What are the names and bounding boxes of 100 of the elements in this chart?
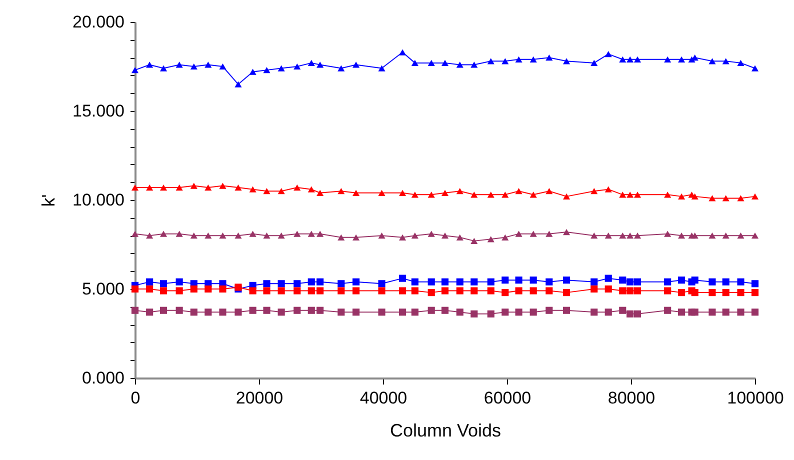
x-tick-label: 60000 — [484, 388, 532, 408]
point — [691, 193, 698, 200]
point — [234, 308, 242, 316]
point — [249, 306, 256, 314]
point — [619, 306, 626, 314]
point — [378, 287, 386, 294]
point — [487, 287, 494, 294]
point — [411, 308, 418, 316]
point — [146, 285, 154, 293]
point — [678, 232, 686, 239]
point — [131, 306, 139, 314]
y-tick-label: 15.000 — [72, 102, 124, 120]
y-tick-label: 20.000 — [72, 12, 124, 32]
point — [352, 287, 360, 294]
point — [691, 289, 698, 296]
point — [278, 188, 285, 194]
point — [708, 58, 716, 64]
point — [619, 232, 626, 239]
y-tick-label: 5.000 — [82, 280, 124, 298]
point — [487, 310, 494, 318]
point — [626, 310, 634, 318]
point — [219, 182, 226, 189]
point — [751, 193, 759, 200]
point — [590, 278, 598, 286]
point — [146, 184, 154, 191]
point — [160, 184, 168, 191]
point — [737, 195, 744, 202]
point — [456, 278, 464, 286]
point — [428, 230, 435, 237]
point — [190, 182, 198, 189]
point — [263, 287, 270, 294]
point — [219, 285, 226, 293]
point — [604, 274, 612, 282]
point — [626, 232, 634, 239]
point — [664, 56, 672, 62]
point — [263, 188, 270, 194]
point — [664, 230, 672, 237]
point — [751, 65, 759, 72]
point — [190, 285, 198, 293]
point — [263, 306, 270, 314]
point — [619, 287, 626, 294]
point — [263, 280, 270, 288]
point — [530, 308, 537, 316]
point — [590, 232, 598, 239]
point — [691, 232, 698, 239]
point — [678, 308, 686, 316]
point — [428, 306, 435, 314]
point — [176, 287, 183, 294]
point — [338, 65, 345, 72]
point — [708, 232, 716, 239]
point — [411, 287, 418, 294]
point — [737, 308, 744, 316]
point — [456, 234, 464, 240]
point — [562, 289, 570, 296]
point — [378, 280, 386, 288]
point — [470, 238, 478, 244]
point — [546, 188, 553, 194]
point — [411, 60, 418, 66]
point — [626, 287, 634, 294]
point — [502, 58, 509, 64]
point — [441, 60, 449, 66]
point — [219, 308, 226, 316]
point — [737, 289, 744, 296]
point — [634, 232, 642, 239]
point — [664, 278, 672, 286]
point — [308, 230, 315, 237]
point — [678, 276, 686, 284]
point — [294, 287, 301, 294]
y-tick-label: 10.000 — [72, 190, 124, 210]
point — [428, 60, 435, 66]
point — [502, 276, 509, 284]
point — [708, 308, 716, 316]
point — [441, 287, 449, 294]
x-tick-label: 0 — [130, 388, 140, 408]
point — [294, 280, 301, 288]
point — [278, 280, 285, 288]
point — [338, 234, 345, 240]
point — [378, 232, 386, 239]
point — [590, 188, 598, 194]
point — [515, 188, 522, 194]
point — [708, 278, 716, 286]
point — [338, 280, 345, 288]
point — [294, 184, 301, 191]
point — [678, 193, 686, 200]
point — [428, 289, 435, 296]
point — [751, 289, 759, 296]
point — [131, 184, 139, 191]
point — [634, 278, 642, 286]
point — [562, 193, 570, 200]
point — [204, 184, 212, 191]
point — [338, 287, 345, 294]
point — [441, 232, 449, 239]
point — [487, 58, 494, 64]
point — [546, 54, 553, 61]
point — [502, 308, 509, 316]
point — [160, 306, 168, 314]
point — [441, 278, 449, 286]
point — [562, 306, 570, 314]
point — [751, 232, 759, 239]
point — [278, 308, 285, 316]
